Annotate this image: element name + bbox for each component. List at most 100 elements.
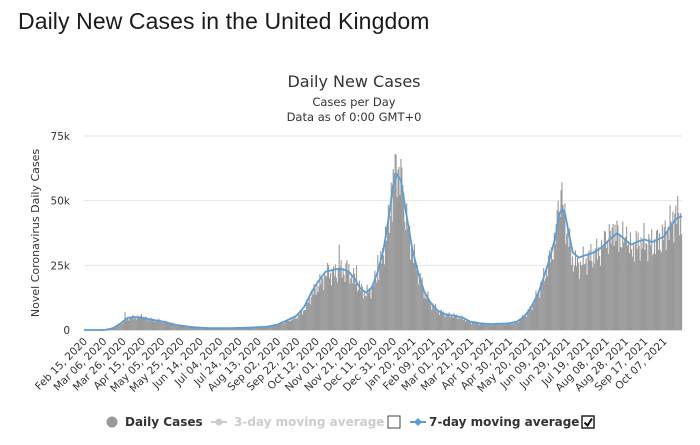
bar[interactable]	[268, 327, 270, 330]
daily-cases-bars[interactable]	[99, 154, 683, 331]
bar[interactable]	[299, 314, 301, 330]
bar[interactable]	[191, 327, 193, 330]
bar[interactable]	[247, 327, 249, 330]
bar[interactable]	[453, 313, 455, 330]
bar[interactable]	[385, 240, 387, 330]
bar[interactable]	[555, 224, 557, 330]
bar[interactable]	[620, 247, 622, 330]
bar[interactable]	[627, 244, 630, 330]
bar[interactable]	[274, 325, 277, 330]
bar[interactable]	[189, 327, 191, 330]
bar[interactable]	[445, 313, 447, 330]
bar[interactable]	[587, 254, 589, 330]
bar[interactable]	[185, 325, 187, 330]
bar[interactable]	[174, 324, 176, 330]
bar[interactable]	[669, 205, 671, 330]
bar[interactable]	[503, 322, 505, 330]
bar[interactable]	[319, 274, 321, 330]
bar[interactable]	[297, 318, 299, 330]
bar[interactable]	[180, 325, 182, 330]
bar[interactable]	[343, 274, 345, 330]
bar[interactable]	[410, 259, 412, 330]
bar[interactable]	[378, 279, 380, 330]
bar[interactable]	[526, 312, 528, 330]
bar[interactable]	[293, 316, 295, 330]
bar[interactable]	[502, 323, 504, 330]
bar[interactable]	[321, 277, 323, 330]
bar[interactable]	[487, 323, 489, 330]
bar[interactable]	[601, 248, 604, 330]
bar[interactable]	[529, 306, 531, 330]
bar[interactable]	[497, 324, 499, 330]
bar[interactable]	[644, 250, 646, 330]
bar[interactable]	[450, 315, 452, 330]
bar[interactable]	[464, 321, 467, 330]
bar[interactable]	[206, 327, 208, 330]
bar[interactable]	[509, 322, 511, 330]
bar[interactable]	[672, 211, 674, 330]
bar[interactable]	[461, 315, 463, 330]
bar[interactable]	[573, 265, 576, 331]
bar[interactable]	[534, 299, 536, 330]
bar[interactable]	[171, 322, 173, 330]
bar[interactable]	[372, 283, 374, 330]
bar[interactable]	[490, 323, 492, 330]
bar[interactable]	[565, 243, 567, 330]
bar[interactable]	[411, 253, 414, 330]
bar[interactable]	[161, 320, 163, 330]
bar[interactable]	[311, 290, 313, 330]
bar[interactable]	[540, 282, 542, 330]
bar[interactable]	[539, 297, 541, 330]
bar[interactable]	[336, 282, 338, 330]
bar[interactable]	[650, 245, 652, 330]
bar[interactable]	[295, 316, 297, 330]
bar[interactable]	[120, 324, 122, 330]
bar[interactable]	[435, 303, 437, 330]
bar[interactable]	[667, 226, 669, 330]
bar[interactable]	[368, 290, 370, 330]
bar[interactable]	[248, 328, 251, 330]
bar[interactable]	[291, 320, 293, 330]
bar[interactable]	[437, 310, 440, 330]
bar[interactable]	[314, 288, 316, 330]
bar[interactable]	[533, 304, 535, 330]
bar[interactable]	[294, 319, 296, 330]
bar[interactable]	[243, 327, 245, 330]
bar[interactable]	[470, 323, 472, 330]
bar[interactable]	[417, 284, 419, 330]
bar[interactable]	[624, 238, 626, 330]
bar[interactable]	[472, 323, 474, 330]
bar[interactable]	[170, 323, 172, 331]
bar[interactable]	[177, 324, 179, 330]
bar[interactable]	[192, 326, 195, 330]
bar[interactable]	[527, 308, 529, 330]
bar[interactable]	[182, 325, 184, 330]
bar[interactable]	[516, 321, 518, 330]
bar[interactable]	[236, 328, 238, 330]
bar[interactable]	[578, 279, 580, 330]
bar[interactable]	[569, 228, 571, 330]
bar[interactable]	[366, 284, 368, 330]
bar[interactable]	[140, 313, 143, 330]
bar[interactable]	[681, 234, 683, 330]
bar[interactable]	[255, 327, 257, 330]
legend-3day-checkbox[interactable]	[387, 415, 401, 429]
bar[interactable]	[464, 318, 466, 330]
moving-average-series[interactable]	[84, 172, 683, 331]
bar[interactable]	[172, 324, 174, 330]
bar[interactable]	[114, 327, 116, 330]
bar[interactable]	[531, 310, 533, 330]
bar[interactable]	[496, 324, 498, 330]
bar[interactable]	[611, 227, 613, 330]
bar[interactable]	[517, 320, 519, 330]
bar[interactable]	[374, 270, 376, 330]
bar[interactable]	[416, 265, 418, 330]
bar[interactable]	[244, 328, 246, 330]
bar[interactable]	[130, 318, 132, 330]
bar[interactable]	[446, 315, 448, 330]
bar[interactable]	[141, 319, 143, 330]
bar[interactable]	[345, 263, 347, 330]
bar[interactable]	[654, 254, 657, 330]
bar[interactable]	[301, 309, 303, 330]
bar[interactable]	[493, 324, 496, 330]
